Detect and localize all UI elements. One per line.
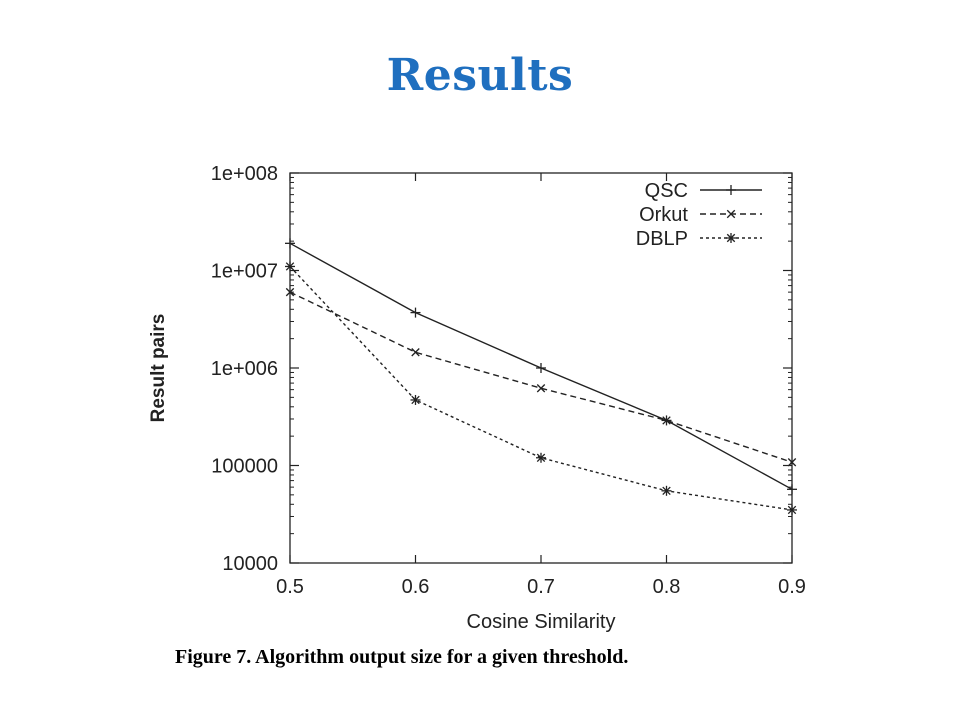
series-line-orkut [289,291,793,463]
data-point-orkut [411,348,420,357]
slide-title: Results [386,50,574,101]
legend-label-orkut: Orkut [639,204,688,226]
data-point-qsc [536,363,546,373]
data-point-qsc [410,307,421,318]
x-tick-label: 0.5 [276,576,304,598]
data-point-orkut [787,458,797,467]
legend-marker-dblp [726,233,736,243]
data-point-qsc [285,238,295,249]
y-tick-label: 1e+006 [211,358,278,380]
y-axis: 10000 100000 1e+006 1e+007 1e+008 [211,163,792,575]
data-point-dblp [410,394,421,405]
series-layer [285,238,797,515]
legend-label-dblp: DBLP [636,228,688,250]
data-point-qsc [787,484,797,495]
data-point-orkut [536,384,546,393]
y-tick-label: 10000 [222,553,278,575]
x-tick-label: 0.7 [527,576,555,598]
y-tick-label: 100000 [211,456,278,478]
series-line-dblp [289,265,793,511]
y-tick-label: 1e+007 [211,261,278,283]
legend-label-qsc: QSC [645,180,688,202]
data-point-orkut [662,416,671,425]
legend-marker-qsc [726,185,736,195]
x-tick-label: 0.6 [402,576,430,598]
figure-caption: Figure 7. Algorithm output size for a gi… [175,646,629,668]
y-tick-label: 1e+008 [211,163,278,185]
y-axis-label: Result pairs [148,314,169,423]
x-tick-label: 0.9 [778,576,806,598]
x-axis-label: Cosine Similarity [467,611,616,633]
data-point-dblp [787,504,797,515]
data-point-dblp [285,261,295,272]
x-axis: 0.5 0.6 0.7 0.8 0.9 [276,173,806,598]
data-point-dblp [661,485,672,496]
x-tick-label: 0.8 [653,576,681,598]
data-point-dblp [536,452,546,463]
legend-marker-orkut [726,209,736,219]
data-point-orkut [285,287,295,297]
